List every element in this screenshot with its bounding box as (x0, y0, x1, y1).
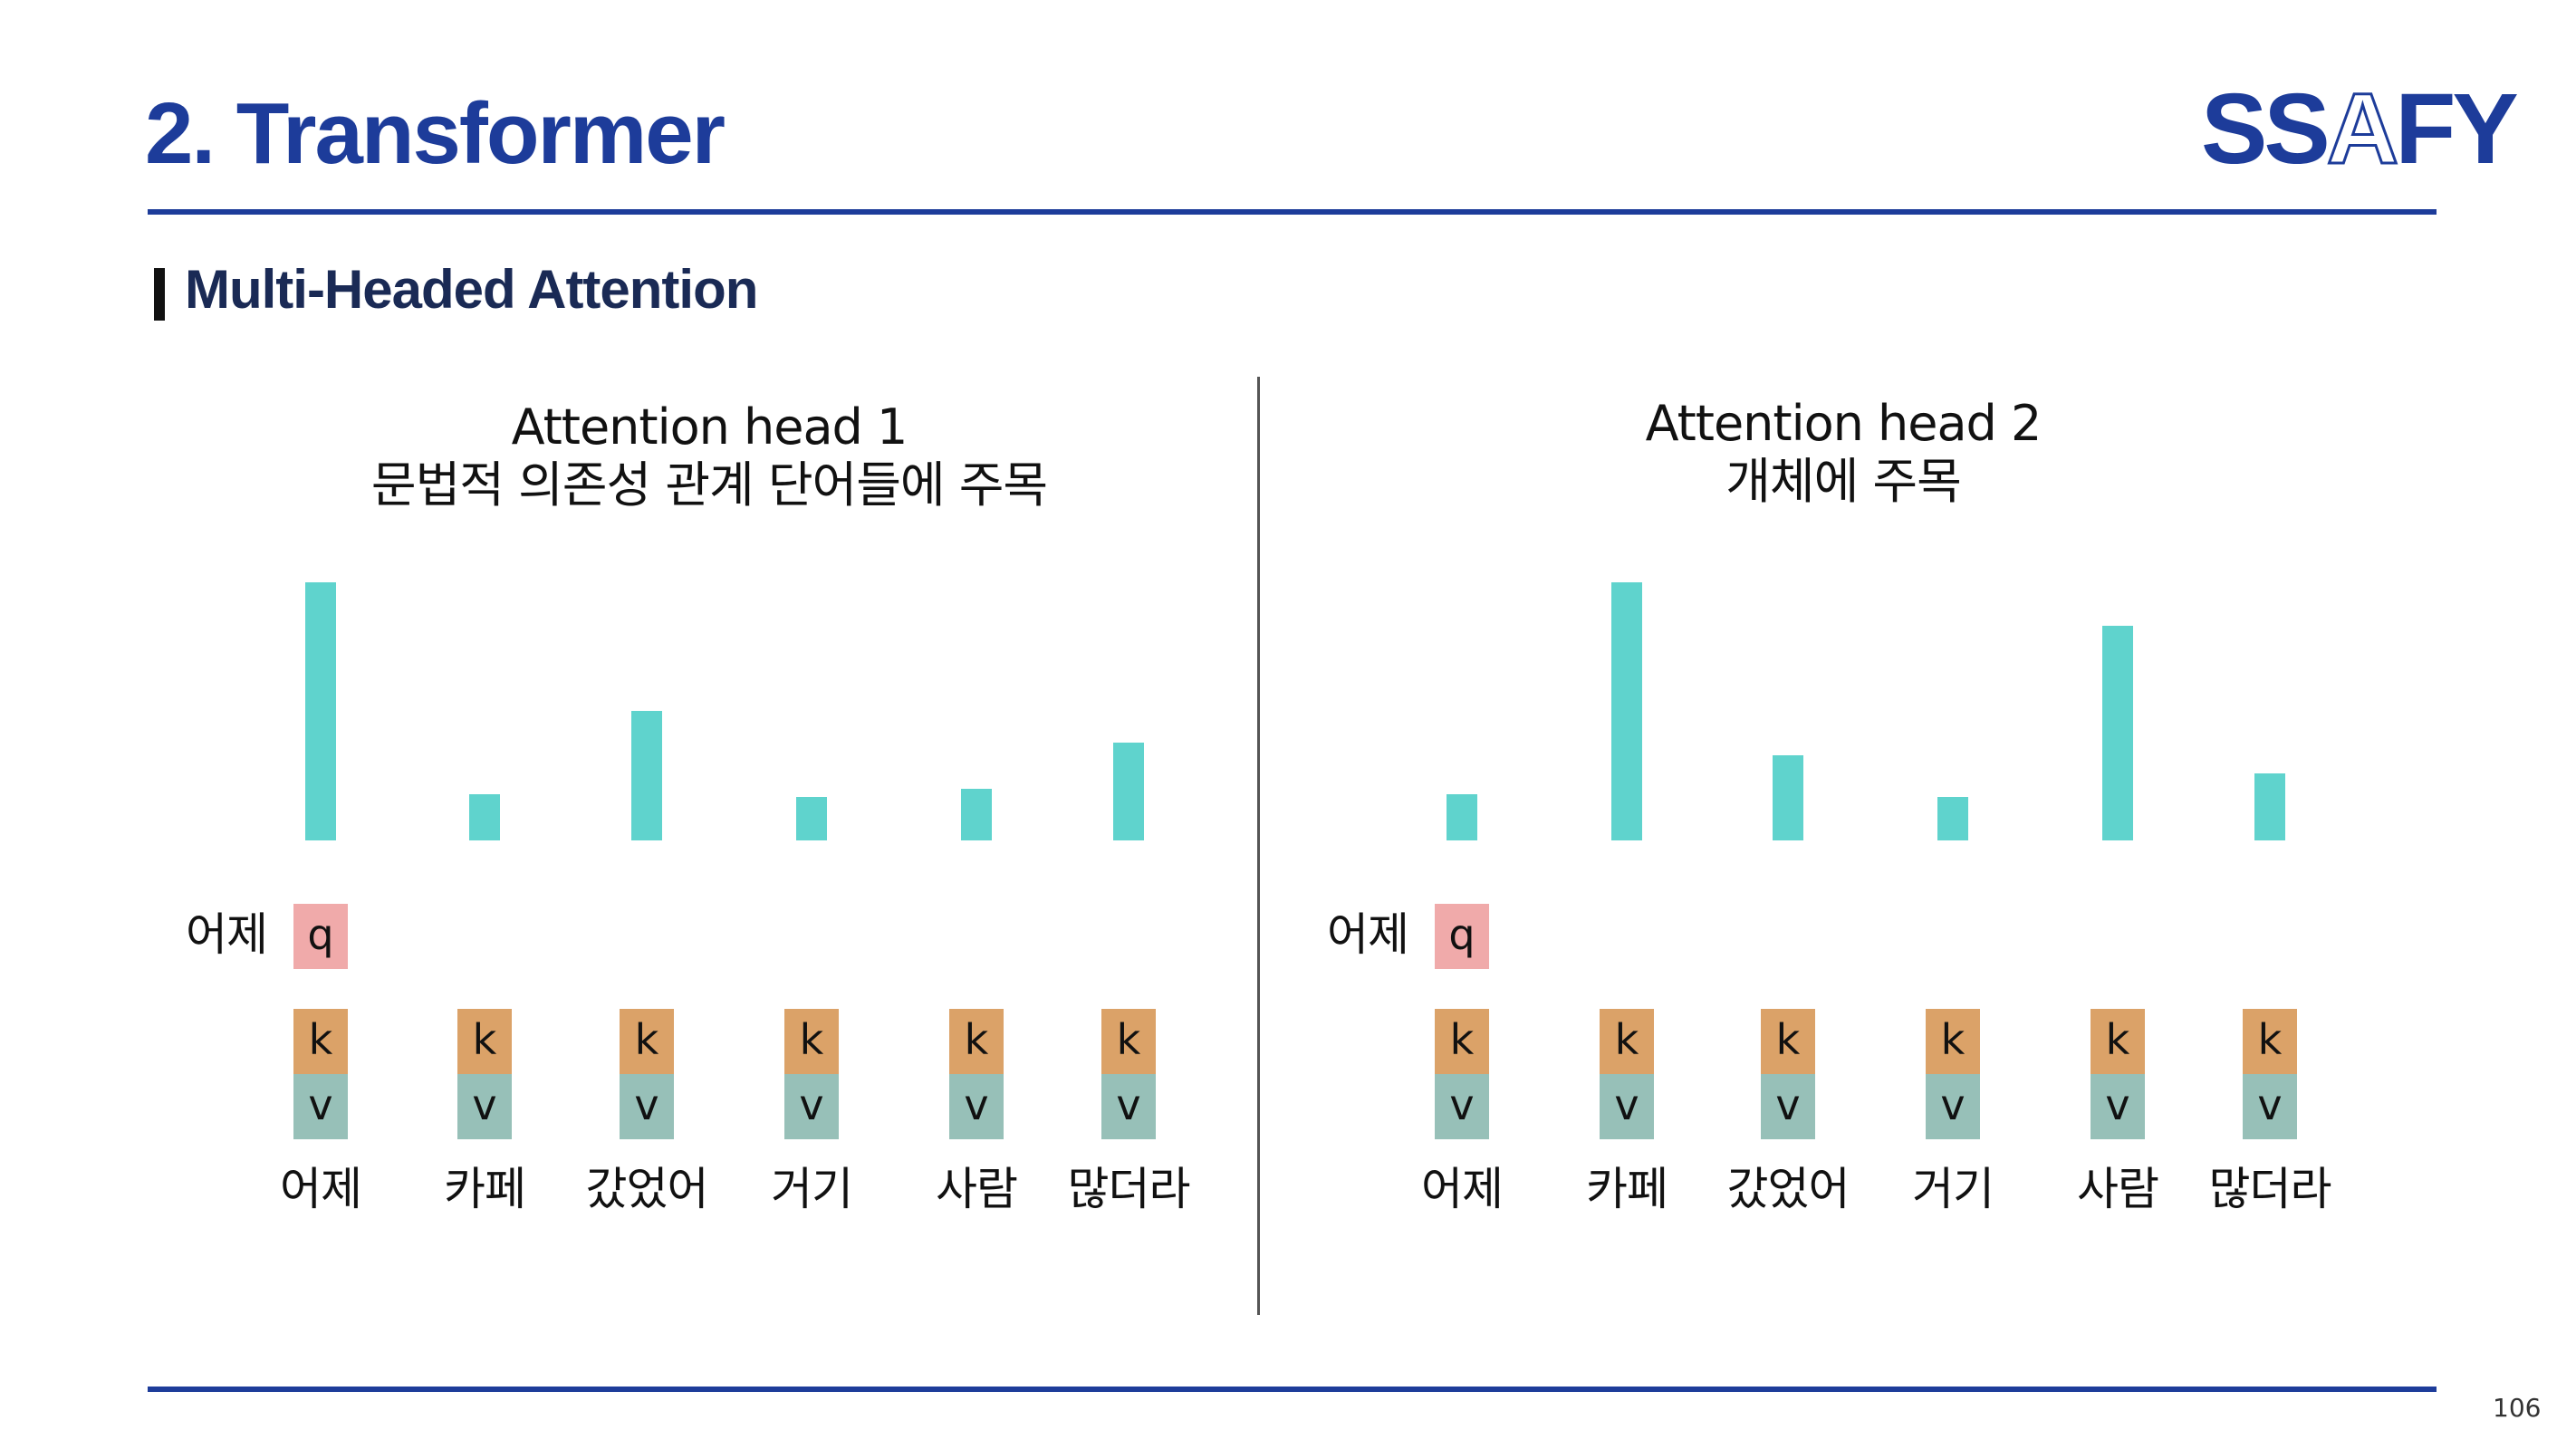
ssafy-logo: SSAFY (2201, 78, 2519, 180)
head-2-weight-bar-4 (1937, 797, 1968, 840)
head-2-word-1: 어제 (1421, 1163, 1504, 1215)
head-2-title: Attention head 2 개체에 주목 (1390, 395, 2296, 511)
head-1-value-box-1: v (293, 1074, 348, 1139)
logo-part-right: FY (2395, 73, 2519, 185)
head-2-query-box: q (1435, 904, 1489, 969)
head-2-word-4: 거기 (1912, 1163, 1994, 1215)
head-1-word-3: 갔었어 (585, 1163, 709, 1215)
head-1-title-line1: Attention head 1 (511, 398, 908, 456)
head-1-word-4: 거기 (771, 1163, 853, 1215)
head-2-word-5: 사람 (2077, 1163, 2159, 1215)
head-1-word-2: 카페 (444, 1163, 526, 1215)
head-2-weight-bar-3 (1773, 755, 1803, 840)
section-title: Multi-Headed Attention (185, 259, 758, 320)
head-2-weight-bar-2 (1611, 582, 1642, 840)
head-1-key-box-2: k (457, 1009, 512, 1074)
head-2-value-box-1: v (1435, 1074, 1489, 1139)
logo-part-middle: A (2325, 73, 2399, 185)
head-1-value-box-2: v (457, 1074, 512, 1139)
head-1-value-box-5: v (949, 1074, 1004, 1139)
section-marker (154, 268, 165, 321)
head-1-weight-bar-6 (1113, 743, 1144, 840)
head-1-key-box-1: k (293, 1009, 348, 1074)
head-1-word-1: 어제 (280, 1163, 362, 1215)
head-1-key-box-5: k (949, 1009, 1004, 1074)
head-2-key-box-3: k (1761, 1009, 1815, 1074)
head-1-title-line2: 문법적 의존성 관계 단어들에 주목 (370, 456, 1048, 513)
head-1-key-box-4: k (784, 1009, 839, 1074)
head-2-key-box-2: k (1600, 1009, 1654, 1074)
head-2-value-box-4: v (1926, 1074, 1980, 1139)
head-2-query-word: 어제 (1327, 908, 1409, 961)
logo-part-left: SS (2201, 73, 2331, 185)
slide-title: 2. Transformer (145, 85, 726, 182)
page-number: 106 (2493, 1393, 2542, 1423)
head-1-title: Attention head 1 문법적 의존성 관계 단어들에 주목 (256, 398, 1162, 514)
head-2-value-box-6: v (2243, 1074, 2297, 1139)
head-2-key-box-6: k (2243, 1009, 2297, 1074)
head-2-word-6: 많더라 (2208, 1163, 2332, 1215)
head-1-value-box-3: v (620, 1074, 674, 1139)
head-1-key-box-3: k (620, 1009, 674, 1074)
header-rule (148, 209, 2437, 215)
head-2-value-box-2: v (1600, 1074, 1654, 1139)
head-1-weight-bar-1 (305, 582, 336, 840)
head-1-key-box-6: k (1101, 1009, 1156, 1074)
head-2-key-box-1: k (1435, 1009, 1489, 1074)
head-1-query-word: 어제 (186, 908, 268, 961)
panel-divider (1257, 377, 1260, 1315)
head-2-key-box-5: k (2091, 1009, 2145, 1074)
head-1-weight-bar-4 (796, 797, 827, 840)
head-2-weight-bar-1 (1447, 794, 1477, 840)
head-1-weight-bar-2 (469, 794, 500, 840)
head-2-title-line2: 개체에 주목 (1725, 453, 1962, 510)
head-1-word-5: 사람 (936, 1163, 1018, 1215)
head-1-weight-bar-3 (631, 711, 662, 840)
head-2-title-line1: Attention head 2 (1645, 395, 2043, 452)
head-2-weight-bar-6 (2254, 773, 2285, 840)
footer-rule (148, 1387, 2437, 1392)
head-2-value-box-5: v (2091, 1074, 2145, 1139)
head-2-value-box-3: v (1761, 1074, 1815, 1139)
head-2-key-box-4: k (1926, 1009, 1980, 1074)
head-1-query-box: q (293, 904, 348, 969)
head-2-weight-bar-5 (2102, 626, 2133, 840)
head-2-word-2: 카페 (1586, 1163, 1668, 1215)
head-1-value-box-6: v (1101, 1074, 1156, 1139)
head-1-word-6: 많더라 (1067, 1163, 1191, 1215)
head-1-weight-bar-5 (961, 789, 992, 840)
head-2-word-3: 갔었어 (1726, 1163, 1850, 1215)
head-1-value-box-4: v (784, 1074, 839, 1139)
